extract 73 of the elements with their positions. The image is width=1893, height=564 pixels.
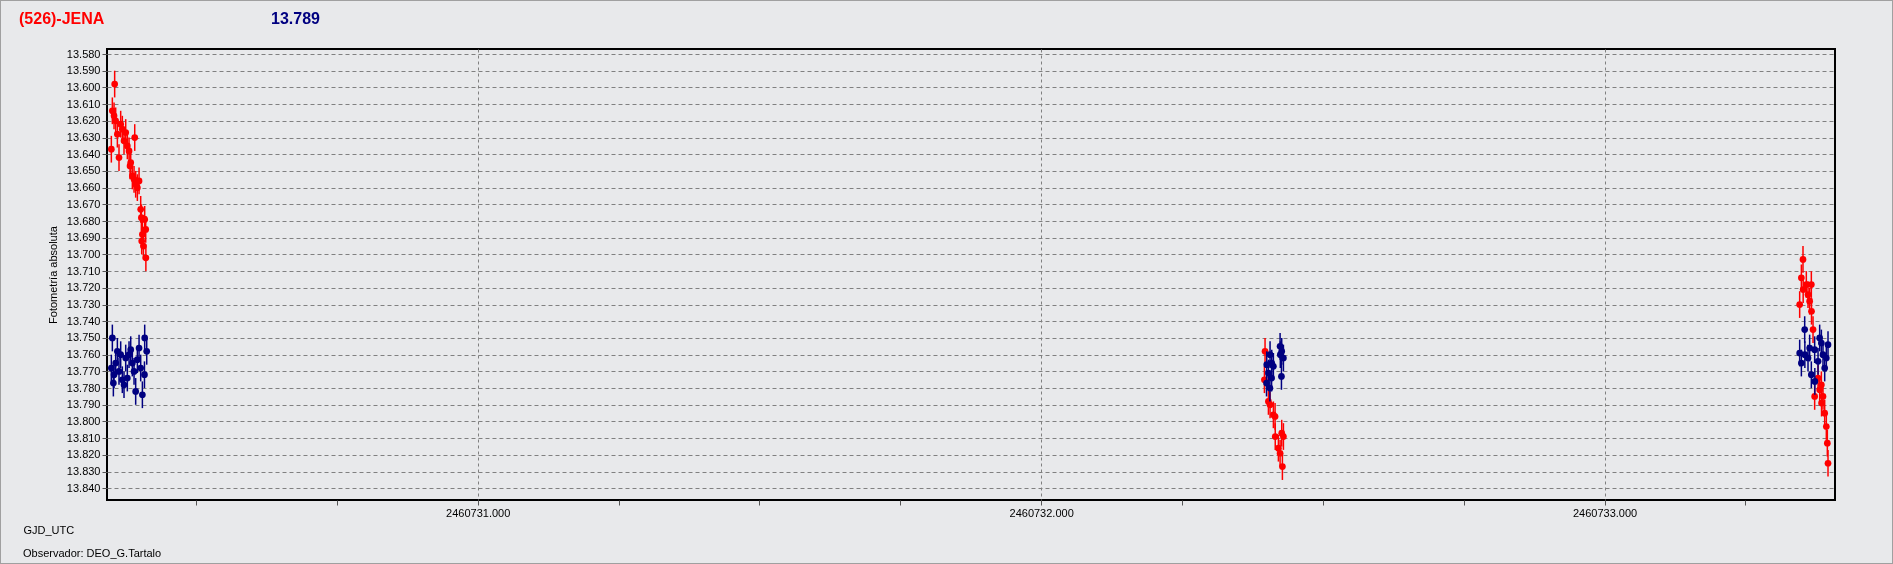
point	[115, 368, 123, 375]
y-tick-label: 13.640	[66, 147, 101, 160]
point	[107, 364, 115, 372]
point	[132, 388, 140, 395]
y-tick-label: 13.830	[66, 465, 101, 478]
point	[112, 359, 120, 367]
point	[123, 374, 131, 382]
point	[1807, 371, 1815, 379]
y-tick-label: 13.620	[66, 114, 101, 127]
y-tick-label: 13.650	[66, 164, 101, 177]
point	[1824, 341, 1832, 348]
point	[141, 334, 149, 342]
point	[1798, 359, 1805, 367]
point	[134, 356, 141, 364]
point	[120, 381, 128, 389]
point	[1821, 364, 1829, 372]
text: Observador: DEO_G.Tartalo	[23, 547, 162, 559]
point	[1266, 351, 1274, 359]
point	[109, 334, 116, 342]
point	[1818, 339, 1825, 347]
x-axis-title: GJD_UTC	[23, 523, 75, 536]
point	[1796, 349, 1804, 357]
x-tick-label: 2460733.000	[1572, 506, 1638, 519]
point	[135, 344, 143, 352]
point	[110, 379, 117, 387]
x-tick-label: 2460731.000	[446, 506, 511, 519]
point	[139, 391, 146, 399]
point	[1268, 374, 1275, 382]
y-tick-label: 13.780	[66, 381, 101, 394]
point	[110, 371, 118, 379]
point	[1811, 346, 1819, 354]
y-tick-label: 13.810	[66, 431, 101, 444]
point	[143, 347, 151, 355]
y-tick-label: 13.690	[66, 231, 101, 244]
y-tick-label: 13.590	[66, 64, 101, 77]
y-tick-label: 13.760	[66, 348, 101, 361]
point	[1811, 378, 1819, 385]
point	[117, 351, 125, 359]
y-tick-label: 13.600	[66, 80, 101, 93]
y-tick-label: 13.750	[66, 331, 101, 344]
point	[1814, 358, 1822, 365]
y-tick-label: 13.800	[66, 414, 101, 427]
y-tick-label: 13.770	[66, 364, 101, 377]
chart-title: (526)-JENA	[19, 10, 105, 28]
y-tick-label: 13.610	[66, 97, 101, 110]
point	[1801, 326, 1809, 333]
y-tick-label: 13.710	[66, 264, 101, 277]
point	[1266, 384, 1274, 392]
point	[141, 371, 148, 379]
point	[1270, 363, 1277, 370]
point	[1265, 369, 1272, 377]
y-tick-label: 13.720	[66, 281, 101, 294]
y-axis-title: Fotometría absoluta	[46, 225, 59, 324]
point	[127, 346, 135, 354]
chart-subtitle: 13.789	[271, 10, 320, 28]
point	[130, 368, 138, 375]
x-tick-label: 2460732.000	[1009, 506, 1074, 519]
y-tick-label: 13.670	[66, 197, 101, 210]
y-tick-label: 13.680	[66, 214, 101, 227]
y-tick-label: 13.630	[66, 131, 101, 144]
point	[1278, 373, 1285, 380]
y-tick-label: 13.740	[66, 314, 101, 327]
y-tick-label: 13.790	[66, 398, 101, 411]
y-tick-label: 13.700	[66, 247, 101, 260]
point	[137, 364, 145, 372]
point	[129, 359, 136, 367]
point	[1816, 334, 1824, 342]
y-tick-label: 13.580	[66, 47, 101, 60]
point	[1276, 351, 1284, 359]
y-tick-label: 13.840	[66, 481, 101, 494]
y-tick-label: 13.660	[66, 181, 101, 194]
y-tick-label: 13.820	[66, 448, 101, 461]
y-tick-label: 13.730	[66, 298, 101, 311]
